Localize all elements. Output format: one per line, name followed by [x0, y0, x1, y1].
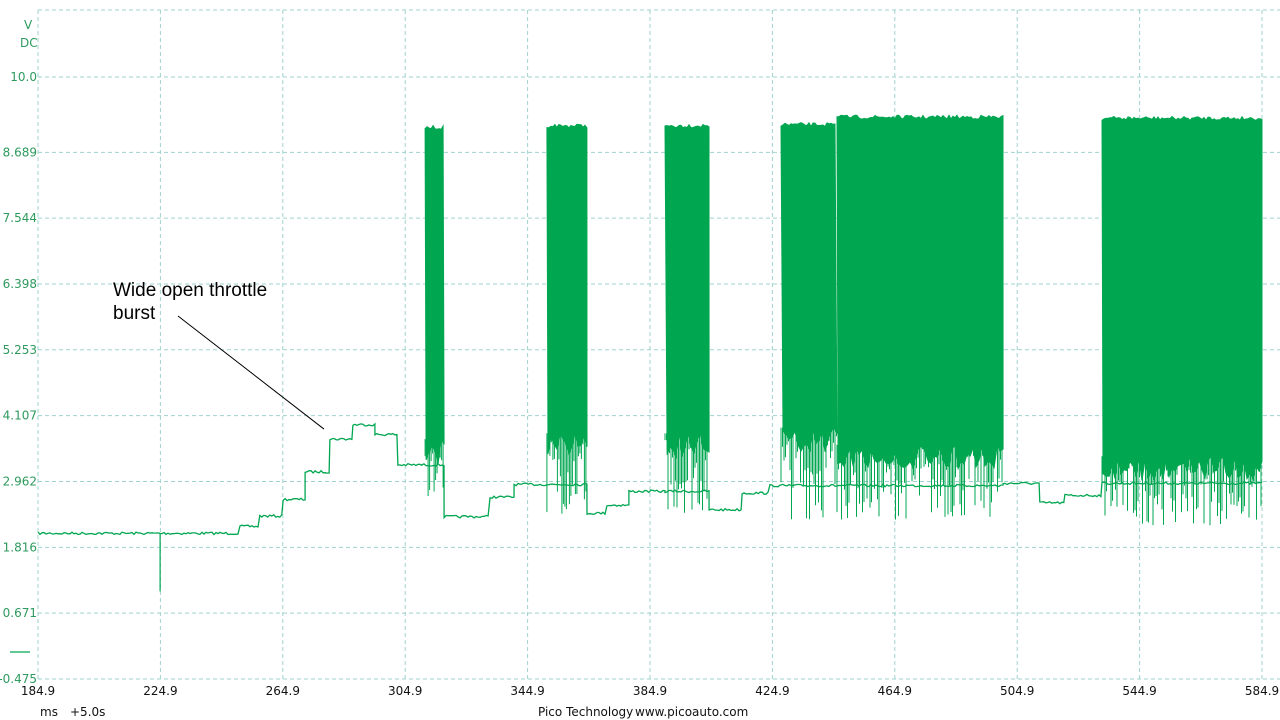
y-tick-label: 6.398: [3, 277, 37, 291]
x-tick-label: 544.9: [1122, 684, 1156, 698]
annotation-leader-line: [177, 315, 325, 430]
x-tick-label: 384.9: [633, 684, 667, 698]
x-tick-label: 344.9: [510, 684, 544, 698]
y-unit-label: V: [24, 18, 33, 32]
y-tick-label: 10.0: [10, 70, 37, 84]
x-tick-label: 584.9: [1245, 684, 1279, 698]
x-tick-label: 264.9: [266, 684, 300, 698]
y-tick-label: 4.107: [3, 409, 37, 423]
annotation-line-1: Wide open throttle: [113, 280, 268, 301]
x-tick-label: 224.9: [143, 684, 177, 698]
burst-region: [664, 123, 710, 460]
x-tick-label: 424.9: [755, 684, 789, 698]
footer-brand: Pico Technology: [538, 705, 634, 719]
burst-region: [1101, 115, 1263, 481]
annotation-text: Wide open throttle burst: [113, 279, 267, 325]
y-tick-label: 1.816: [3, 540, 37, 554]
x-tick-label: 504.9: [1000, 684, 1034, 698]
burst-region: [836, 114, 1004, 471]
y-tick-label: 0.671: [3, 606, 37, 620]
x-tick-label: 464.9: [878, 684, 912, 698]
annotation-line-2: burst: [113, 303, 156, 324]
x-unit-label: ms: [40, 705, 58, 719]
y-tick-label: 5.253: [3, 343, 37, 357]
x-tick-label: 304.9: [388, 684, 422, 698]
burst-region: [546, 123, 588, 456]
y-tick-label: -0.475: [0, 672, 37, 686]
footer-url: www.picoauto.com: [635, 705, 749, 719]
x-tick-label: 184.9: [21, 684, 55, 698]
y-tick-label: 8.689: [3, 145, 37, 159]
burst-region: [424, 124, 445, 464]
y-tick-label: 2.962: [3, 474, 37, 488]
time-offset-label: +5.0s: [70, 705, 106, 719]
y-tick-label: 7.544: [3, 211, 37, 225]
signal-trace: [37, 422, 1263, 536]
burst-region: [780, 121, 838, 453]
coupling-label: DC: [20, 36, 38, 50]
